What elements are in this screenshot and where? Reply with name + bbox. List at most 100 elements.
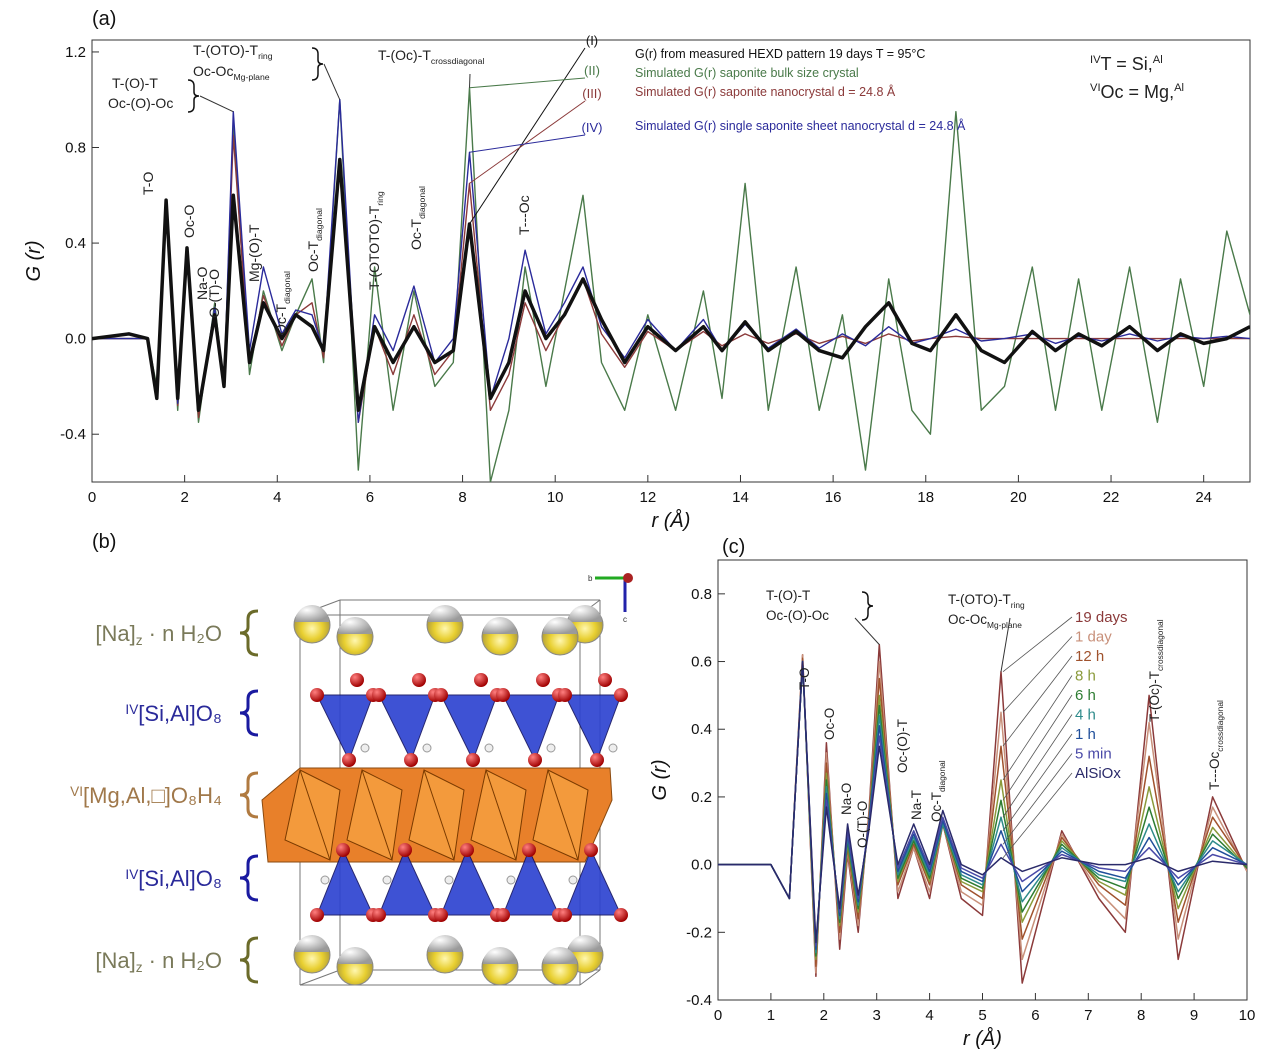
subscript: ring (375, 191, 385, 206)
leader-line (470, 101, 585, 183)
subscript: ring (258, 51, 273, 61)
x-tick-label: 1 (767, 1007, 775, 1024)
text: Oc-T (408, 218, 424, 250)
layer-label: [Na]z · n H₂O (95, 948, 222, 975)
y-axis-label: G (r) (649, 759, 671, 800)
panel-label: (c) (722, 536, 745, 558)
x-tick-label: 2 (820, 1007, 828, 1024)
annotation: T---Oc (516, 195, 532, 235)
oxygen-atom (342, 753, 356, 767)
y-tick-label: -0.4 (60, 426, 86, 443)
leader-line (470, 78, 585, 88)
subscript: ring (1011, 600, 1025, 610)
na-atom-shade (483, 617, 517, 634)
series-line (92, 160, 1250, 411)
leader-line (855, 618, 879, 645)
brace (240, 611, 258, 655)
oxygen-atom (558, 688, 572, 702)
subscript: crossdiagonal (1155, 619, 1165, 671)
annotation: Oc-(O)-T (895, 719, 910, 773)
series-line (718, 655, 1247, 973)
text: O-(T)-O (855, 801, 870, 848)
x-tick-label: 18 (917, 489, 934, 506)
subscript: crossdiagonal (431, 56, 485, 66)
text: T-(O)-T (112, 75, 158, 91)
superscript: VI (1090, 82, 1101, 94)
layer-label: IV[Si,Al]O₈ (125, 866, 222, 891)
axis-origin (623, 573, 633, 583)
na-atom-shade (568, 935, 602, 952)
text: Oc-O (181, 204, 197, 238)
text: [Na] (95, 621, 135, 646)
x-tick-label: 10 (547, 489, 564, 506)
oxygen-atom (558, 908, 572, 922)
series-line (92, 88, 1250, 482)
text: Oc-T (273, 303, 289, 335)
oxygen-atom (398, 843, 412, 857)
legend-label: 6 h (1075, 687, 1096, 704)
legend-label: 1 day (1075, 629, 1112, 646)
legend-label: Simulated G(r) saponite bulk size crysta… (635, 66, 859, 80)
oxygen-atom (434, 688, 448, 702)
subscript: diagonal (417, 186, 427, 219)
text: Na-O (839, 783, 854, 815)
series-line (718, 658, 1247, 966)
x-tick-label: 7 (1084, 1007, 1092, 1024)
panel-label: (b) (92, 531, 116, 553)
text: Al (1174, 82, 1184, 94)
oxygen-atom (590, 753, 604, 767)
oxygen-atom (584, 843, 598, 857)
subscript: diagonal (282, 271, 292, 304)
y-tick-label: 0.4 (65, 235, 86, 252)
series-line (718, 645, 1247, 984)
text: T---Oc (1207, 752, 1222, 790)
x-tick-label: 8 (1137, 1007, 1145, 1024)
annotation: T-(O)-T (766, 588, 810, 603)
y-axis-label: G (r) (23, 240, 45, 281)
legend-label: 8 h (1075, 668, 1096, 685)
oxygen-atom (350, 673, 364, 687)
text: Mg-(O)-T (246, 224, 262, 282)
text: T-(OTOTO)-T (366, 205, 382, 290)
legend-label: AlSiOx (1075, 765, 1121, 782)
oxygen-atom (404, 753, 418, 767)
series-group (718, 645, 1247, 984)
x-tick-label: 6 (1031, 1007, 1039, 1024)
legend-label: G(r) from measured HEXD pattern 19 days … (635, 47, 925, 61)
text: Oc-T (305, 240, 321, 272)
text: Oc-O (822, 708, 837, 740)
oxygen-atom (496, 908, 510, 922)
na-atom-shade (428, 935, 462, 952)
leader-line (1003, 695, 1072, 800)
y-tick-label: 0.0 (65, 331, 86, 348)
x-tick-label: 5 (978, 1007, 986, 1024)
leader-line (1003, 734, 1072, 831)
superscript: VI (70, 784, 83, 799)
oxygen-atom (474, 673, 488, 687)
brace (312, 48, 323, 80)
hydrogen-atom (569, 876, 577, 884)
text: [Mg,Al,□]O₈H₄ (83, 783, 222, 808)
annotation: T-(OTO)-Tring (193, 42, 273, 61)
x-tick-label: 9 (1190, 1007, 1198, 1024)
text: Oc = Mg, (1101, 82, 1175, 102)
annotation: O-(T)-O (855, 801, 870, 848)
oxygen-atom (614, 908, 628, 922)
oxygen-atom (310, 908, 324, 922)
annotation: Oc-O (822, 708, 837, 740)
x-axis-label: r (Å) (963, 1027, 1002, 1050)
leader-line (1003, 676, 1072, 781)
na-atom-shade (483, 947, 517, 964)
x-tick-label: 2 (180, 489, 188, 506)
text: Oc-Oc (948, 612, 987, 627)
oxygen-atom (412, 673, 426, 687)
annotation: Oc-O (181, 204, 197, 238)
oxygen-atom (496, 688, 510, 702)
text: T = Si, (1101, 54, 1153, 74)
legend-label: 1 h (1075, 726, 1096, 743)
oxygen-atom (310, 688, 324, 702)
subscript: crossdiagonal (1215, 700, 1225, 752)
superscript: IV (125, 702, 139, 717)
x-tick-label: 22 (1103, 489, 1120, 506)
brace (240, 691, 258, 735)
